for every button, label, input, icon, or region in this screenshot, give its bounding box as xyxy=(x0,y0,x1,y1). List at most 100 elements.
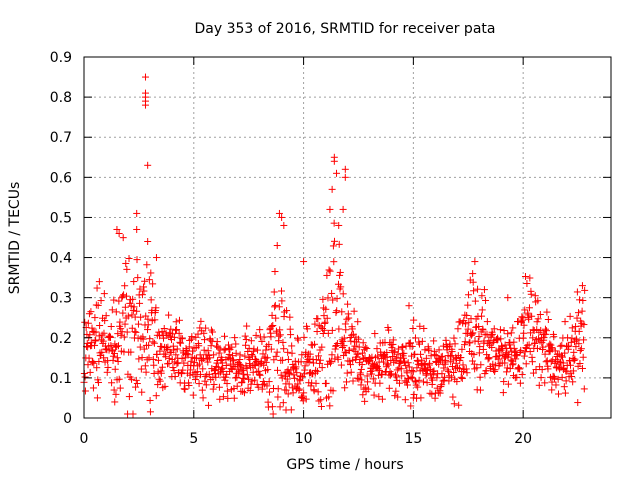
data-point xyxy=(262,358,270,366)
data-point xyxy=(112,390,120,398)
data-point xyxy=(230,394,238,402)
data-point xyxy=(574,399,582,407)
data-point xyxy=(348,325,356,333)
data-point xyxy=(510,344,518,352)
data-point xyxy=(262,346,270,354)
data-point xyxy=(155,375,163,383)
data-point xyxy=(132,328,140,336)
data-point xyxy=(118,294,126,302)
data-point xyxy=(288,349,296,357)
data-point xyxy=(260,333,268,341)
data-point xyxy=(121,282,129,290)
data-point xyxy=(520,352,528,360)
data-point xyxy=(241,332,249,340)
data-point xyxy=(454,325,462,333)
data-point xyxy=(179,366,187,374)
data-point xyxy=(548,344,556,352)
data-point xyxy=(194,330,202,338)
data-point xyxy=(338,308,346,316)
data-point xyxy=(283,375,291,383)
data-point xyxy=(500,327,508,335)
data-point xyxy=(390,348,398,356)
data-point xyxy=(242,341,250,349)
data-point xyxy=(300,333,308,341)
data-point xyxy=(121,303,129,311)
data-point xyxy=(188,333,196,341)
x-axis-label: GPS time / hours xyxy=(286,457,403,473)
data-point xyxy=(141,277,149,285)
data-point xyxy=(485,354,493,362)
data-point xyxy=(325,266,333,274)
data-point xyxy=(270,288,278,296)
data-point xyxy=(293,369,301,377)
data-point xyxy=(316,359,324,367)
data-point xyxy=(300,389,308,397)
data-point xyxy=(576,360,584,368)
data-point xyxy=(391,392,399,400)
data-point xyxy=(222,362,230,370)
data-point xyxy=(94,301,102,309)
data-point xyxy=(96,322,104,330)
data-point xyxy=(271,301,279,309)
data-point xyxy=(165,311,173,319)
data-point xyxy=(129,410,137,418)
data-point xyxy=(579,296,587,304)
data-point xyxy=(93,364,101,372)
data-point xyxy=(328,289,336,297)
data-point xyxy=(274,385,282,393)
data-point xyxy=(315,352,323,360)
data-point xyxy=(272,314,280,322)
data-point xyxy=(525,315,533,323)
data-point xyxy=(384,360,392,368)
data-point xyxy=(440,364,448,372)
data-point xyxy=(537,374,545,382)
data-point xyxy=(113,225,121,233)
data-point xyxy=(122,259,130,267)
data-point xyxy=(113,354,121,362)
data-point xyxy=(522,360,530,368)
data-point xyxy=(278,374,286,382)
data-point xyxy=(347,337,355,345)
data-point xyxy=(141,101,149,109)
data-point xyxy=(469,270,477,278)
data-point xyxy=(91,314,99,322)
data-point xyxy=(252,331,260,339)
data-point xyxy=(225,344,233,352)
data-point xyxy=(233,382,241,390)
data-point xyxy=(133,225,141,233)
data-point xyxy=(469,329,477,337)
data-point xyxy=(205,401,213,409)
data-point xyxy=(488,343,496,351)
data-point xyxy=(569,367,577,375)
data-point xyxy=(399,343,407,351)
data-point xyxy=(334,355,342,363)
data-point xyxy=(532,366,540,374)
data-point xyxy=(420,324,428,332)
data-point xyxy=(516,365,524,373)
data-point xyxy=(433,374,441,382)
data-point xyxy=(518,371,526,379)
data-point xyxy=(180,359,188,367)
data-point xyxy=(97,297,105,305)
data-point xyxy=(278,297,286,305)
data-point xyxy=(385,384,393,392)
data-point xyxy=(476,386,484,394)
data-point xyxy=(274,393,282,401)
data-point xyxy=(246,386,254,394)
data-point xyxy=(241,352,249,360)
data-point xyxy=(377,371,385,379)
data-point xyxy=(528,312,536,320)
y-tick-label: 0.8 xyxy=(50,90,72,106)
data-point xyxy=(295,385,303,393)
data-point xyxy=(342,378,350,386)
data-point xyxy=(99,337,107,345)
data-point xyxy=(206,336,214,344)
data-point xyxy=(479,326,487,334)
data-point xyxy=(175,316,183,324)
data-point xyxy=(539,343,547,351)
data-point xyxy=(112,343,120,351)
data-point xyxy=(213,338,221,346)
data-point xyxy=(403,381,411,389)
data-point xyxy=(352,353,360,361)
data-point xyxy=(473,364,481,372)
